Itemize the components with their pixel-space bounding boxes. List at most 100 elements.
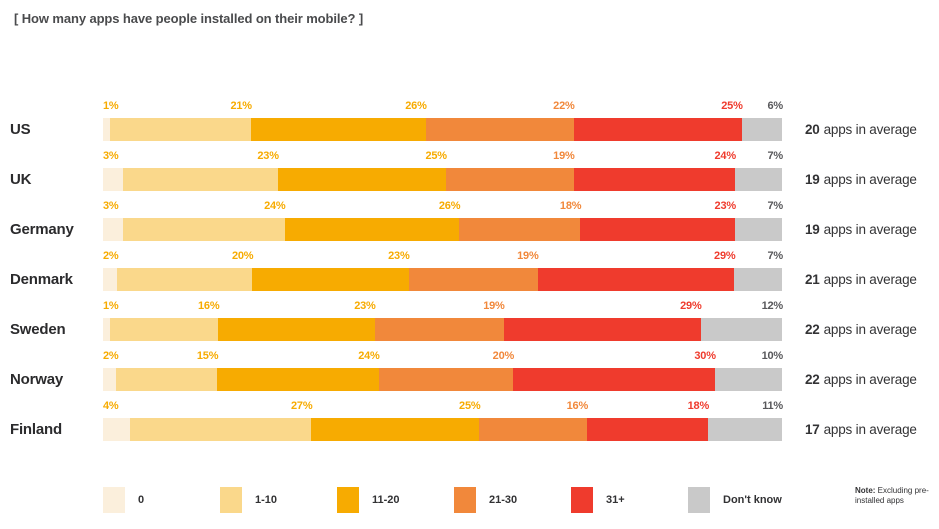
chart-row-denmark: Denmark 2% 20% 23% 19% 29% 7% 21 apps in average <box>0 245 939 295</box>
legend-swatch <box>688 487 710 513</box>
legend-label: 0 <box>138 494 145 506</box>
segment-value-label: 4% <box>103 400 119 412</box>
legend-label: Don't know <box>723 494 782 506</box>
country-label: Denmark <box>10 271 73 288</box>
stacked-bar: 3% 24% 26% 18% 23% 7% <box>103 200 783 241</box>
chart-row-uk: UK 3% 23% 25% 19% 24% 7% 19 apps in average <box>0 145 939 195</box>
bar-segment-31+: 30% <box>513 350 716 391</box>
average-number: 17 <box>805 422 820 437</box>
stacked-bar: 2% 20% 23% 19% 29% 7% <box>103 250 783 291</box>
country-label: Germany <box>10 221 74 238</box>
segment-value-label: 2% <box>103 250 119 262</box>
average-suffix: apps in average <box>823 422 917 437</box>
bar-segment-11-20: 23% <box>252 250 410 291</box>
bar-segment-11-20: 26% <box>284 200 461 241</box>
bar-segment-21-30: 20% <box>378 350 514 391</box>
segment-value-label: 29% <box>714 250 736 262</box>
chart-row-finland: Finland 4% 27% 25% 16% 18% 11% 17 apps in averag… <box>0 395 939 445</box>
legend-swatch <box>337 487 359 513</box>
chart-row-germany: Germany 3% 24% 26% 18% 23% 7% 19 apps in average <box>0 195 939 245</box>
legend-item-don-t-know: Don't know <box>688 487 782 513</box>
average-suffix: apps in average <box>823 272 917 287</box>
legend-item-31+: 31+ <box>571 487 688 513</box>
average-suffix: apps in average <box>823 322 917 337</box>
chart-row-sweden: Sweden 1% 16% 23% 19% 29% 12% 22 apps in average <box>0 295 939 345</box>
segment-value-label: 23% <box>388 250 410 262</box>
segment-value-label: 30% <box>694 350 716 362</box>
chart-title: [ How many apps have people installed on… <box>14 11 364 26</box>
average-number: 19 <box>805 172 820 187</box>
segment-value-label: 29% <box>680 300 702 312</box>
segment-value-label: 23% <box>257 150 279 162</box>
segment-value-label: 7% <box>767 150 784 162</box>
segment-value-label: 23% <box>714 200 737 212</box>
note-label: Note: <box>855 486 876 495</box>
bar-segment-1-10: 24% <box>123 200 286 241</box>
segment-value-label: 19% <box>483 300 505 312</box>
stacked-bar: 1% 21% 26% 22% 25% 6% <box>103 100 783 141</box>
segment-value-label: 16% <box>198 300 220 312</box>
stacked-bar: 3% 23% 25% 19% 24% 7% <box>103 150 783 191</box>
segment-value-label: 26% <box>438 200 461 212</box>
average-suffix: apps in average <box>823 372 917 387</box>
average-label: 17 apps in average <box>805 418 917 441</box>
bar-segment-1-10: 15% <box>116 350 219 391</box>
segment-value-label: 23% <box>354 300 376 312</box>
segment-value-label: 3% <box>103 200 119 212</box>
bar-segment-31+: 23% <box>580 200 736 241</box>
stacked-bar: 1% 16% 23% 19% 29% 12% <box>103 300 783 341</box>
average-number: 20 <box>805 122 820 137</box>
bar-segment-21-30: 18% <box>459 200 582 241</box>
bar-segment-11-20: 24% <box>217 350 380 391</box>
segment-value-label: 25% <box>459 400 481 412</box>
bar-segment-Don't know: 6% <box>741 100 783 141</box>
segment-value-label: 26% <box>405 100 427 112</box>
chart-legend: 0 1-10 11-20 21-30 31+ Don't know <box>103 487 782 513</box>
note-text: Excluding pre-installed apps <box>855 486 929 505</box>
average-number: 19 <box>805 222 820 237</box>
chart-note: Note: Excluding pre-installed apps <box>855 486 935 505</box>
legend-swatch <box>220 487 242 513</box>
legend-item-11-20: 11-20 <box>337 487 454 513</box>
segment-value-label: 15% <box>196 350 219 362</box>
bar-segment-Don't know: 7% <box>734 250 783 291</box>
segment-value-label: 20% <box>492 350 515 362</box>
average-number: 22 <box>805 322 820 337</box>
stacked-bar: 4% 27% 25% 16% 18% 11% <box>103 400 783 441</box>
segment-value-label: 24% <box>714 150 737 162</box>
bar-segment-21-30: 19% <box>445 150 575 191</box>
bar-segment-0: 3% <box>103 200 124 241</box>
bar-segment-31+: 18% <box>587 400 709 441</box>
bar-segment-31+: 24% <box>573 150 736 191</box>
bar-segment-11-20: 25% <box>311 400 481 441</box>
segment-value-label: 10% <box>761 350 784 362</box>
average-number: 22 <box>805 372 820 387</box>
bar-segment-31+: 29% <box>537 250 736 291</box>
bar-segment-11-20: 23% <box>218 300 376 341</box>
chart-row-us: US 1% 21% 26% 22% 25% 6% 20 apps in average <box>0 95 939 145</box>
average-label: 22 apps in average <box>805 368 917 391</box>
segment-value-label: 21% <box>230 100 252 112</box>
segment-value-label: 12% <box>761 300 784 312</box>
segment-value-label: 20% <box>231 250 254 262</box>
bar-segment-Don't know: 7% <box>734 200 783 241</box>
bar-segment-1-10: 20% <box>116 250 254 291</box>
segment-value-label: 6% <box>767 100 784 112</box>
legend-label: 21-30 <box>489 494 518 506</box>
average-suffix: apps in average <box>823 122 917 137</box>
segment-value-label: 7% <box>767 200 784 212</box>
legend-label: 1-10 <box>255 494 278 506</box>
average-number: 21 <box>805 272 820 287</box>
bar-segment-0: 1% <box>103 300 119 341</box>
country-label: Norway <box>10 371 63 388</box>
segment-value-label: 22% <box>553 100 575 112</box>
country-label: UK <box>10 171 32 188</box>
bar-segment-0: 4% <box>103 400 130 441</box>
legend-swatch <box>454 487 476 513</box>
legend-swatch <box>103 487 125 513</box>
average-suffix: apps in average <box>823 172 917 187</box>
segment-value-label: 19% <box>553 150 575 162</box>
segment-value-label: 25% <box>721 100 743 112</box>
segment-value-label: 19% <box>517 250 539 262</box>
